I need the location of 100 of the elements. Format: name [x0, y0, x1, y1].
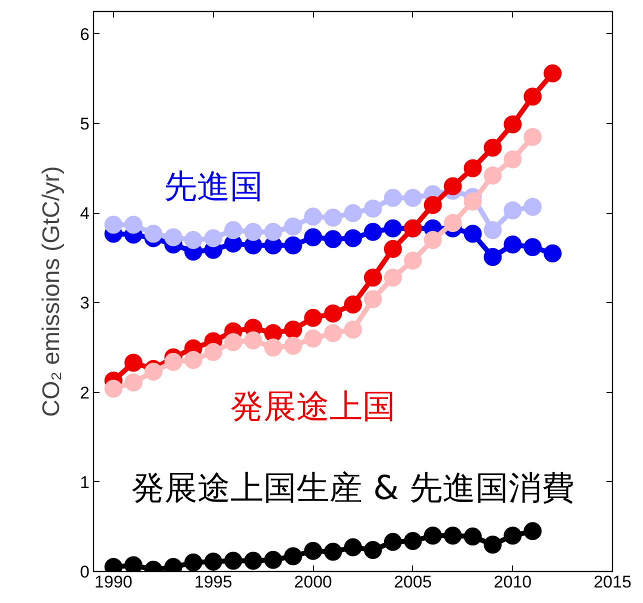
point [344, 538, 362, 556]
x-tick-label: 1995 [194, 572, 232, 592]
point [524, 198, 542, 216]
point [364, 541, 382, 559]
point [444, 526, 462, 545]
point [464, 224, 482, 243]
point [344, 204, 362, 222]
point [304, 542, 322, 560]
point [484, 138, 502, 157]
point [544, 64, 562, 82]
point [484, 221, 502, 240]
point [224, 221, 242, 240]
point [544, 244, 562, 262]
y-tick-label: 3 [80, 294, 90, 313]
x-tick-label: 2010 [494, 572, 532, 592]
point [484, 248, 502, 266]
point [244, 331, 262, 350]
y-tick-label: 6 [80, 24, 90, 44]
series-label: 先進国 [164, 166, 263, 206]
point [184, 554, 202, 572]
point [344, 229, 362, 248]
point [124, 216, 142, 234]
point [284, 218, 302, 236]
point [524, 238, 542, 256]
point [524, 522, 542, 540]
x-tick-label: 1990 [94, 572, 132, 592]
legend-label: 発展途上国生産 & 先進国消費 [132, 468, 574, 507]
y-tick-label: 1 [80, 472, 90, 492]
point [144, 362, 162, 381]
point [184, 230, 202, 249]
point [244, 222, 262, 241]
point [284, 547, 302, 566]
point [504, 235, 522, 254]
point [304, 330, 322, 348]
point [324, 304, 342, 322]
point [464, 159, 482, 178]
point [324, 208, 342, 227]
point [264, 324, 282, 342]
point [344, 296, 362, 314]
point [504, 150, 522, 168]
point [464, 528, 482, 546]
point [204, 342, 222, 361]
point [364, 268, 382, 287]
point [284, 236, 302, 254]
point [104, 380, 122, 398]
point [364, 290, 382, 308]
point [104, 216, 122, 234]
point [424, 230, 442, 249]
point [144, 224, 162, 243]
point [124, 354, 142, 372]
point [424, 196, 442, 214]
point [404, 188, 422, 207]
point [484, 166, 502, 184]
x-tick-label: 2005 [394, 572, 432, 592]
point [484, 536, 502, 554]
y-tick-label: 5 [80, 114, 90, 134]
y-tick-label: 0 [80, 562, 90, 582]
x-tick-label: 2000 [294, 572, 332, 592]
point [384, 532, 402, 551]
point [204, 552, 222, 571]
point [504, 201, 522, 220]
point [204, 229, 222, 248]
point [404, 252, 422, 270]
point [444, 214, 462, 232]
point [324, 542, 342, 561]
point [464, 192, 482, 210]
point [304, 308, 322, 327]
point [384, 268, 402, 287]
point [344, 320, 362, 339]
point [384, 240, 402, 258]
point [264, 222, 282, 241]
point [284, 320, 302, 339]
point [524, 128, 542, 146]
point [224, 552, 242, 570]
point [224, 333, 242, 352]
point [504, 115, 522, 134]
x-tick-label: 2015 [594, 572, 632, 592]
point [284, 336, 302, 355]
point [504, 526, 522, 545]
point [244, 552, 262, 570]
y-tick-label: 2 [80, 383, 90, 402]
point [364, 222, 382, 241]
point [304, 208, 322, 226]
point [264, 338, 282, 356]
y-axis-title: CO₂ emissions (GtC/yr) [38, 166, 66, 417]
point [164, 352, 182, 371]
point [164, 228, 182, 246]
point [124, 373, 142, 392]
point [404, 532, 422, 550]
point [384, 188, 402, 207]
series-label: 発展途上国 [230, 386, 396, 426]
point [184, 351, 202, 370]
y-tick-label: 4 [80, 204, 90, 224]
point [364, 200, 382, 218]
point [444, 177, 462, 196]
point [324, 230, 342, 248]
point [264, 550, 282, 569]
point [324, 324, 342, 342]
point [384, 219, 402, 238]
point [424, 526, 442, 545]
